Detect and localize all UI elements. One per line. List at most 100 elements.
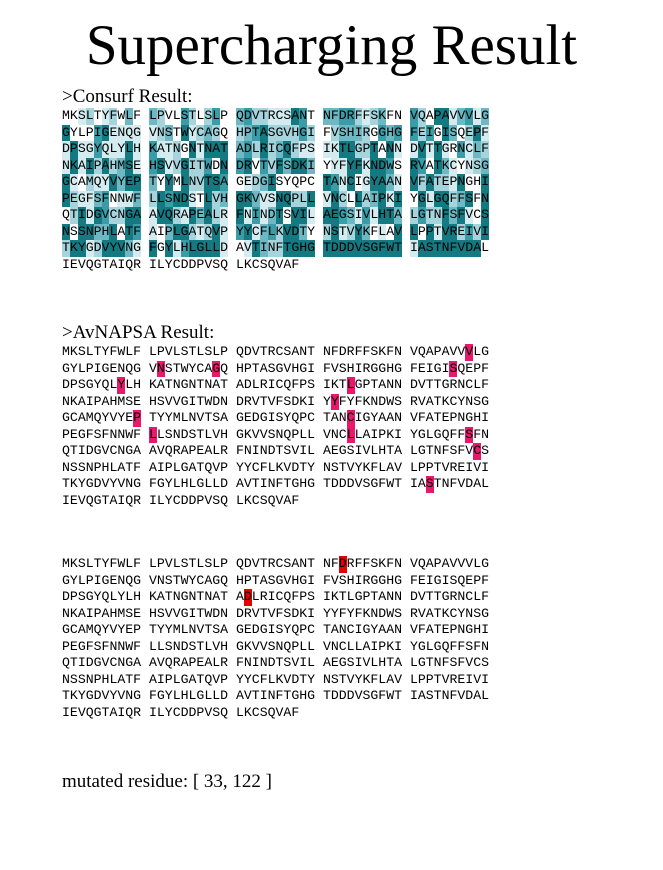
residue: A <box>148 655 157 670</box>
residue: G <box>378 360 387 376</box>
residue: N <box>220 157 229 174</box>
residue: T <box>322 174 331 191</box>
sequence-line: TKYGDVYVNG FGYLHLGLLD AVTINFTGHG TDDDVSG… <box>62 240 489 257</box>
residue: E <box>133 605 142 621</box>
residue: I <box>188 157 197 174</box>
residue: S <box>267 426 276 442</box>
residue: V <box>457 476 466 491</box>
residue: N <box>330 638 339 654</box>
residue: L <box>204 426 213 442</box>
residue: L <box>346 377 355 394</box>
residue: V <box>251 426 260 442</box>
residue: A <box>378 622 387 637</box>
residue: G <box>481 108 490 125</box>
residue: I <box>481 174 490 191</box>
residue: I <box>354 655 363 670</box>
residue: L <box>77 572 86 588</box>
residue: A <box>212 589 221 604</box>
sequence-line: NKAIPAHMSE HSVVGITWDN DRVTVFSDKI YYFYFKN… <box>62 393 489 410</box>
residue: S <box>69 223 78 239</box>
sequence-line: TKYGDVYVNG FGYLHLGLLD AVTINFTGHG TDDDVSG… <box>62 476 489 493</box>
residue: T <box>259 605 268 621</box>
residue: A <box>259 360 268 376</box>
residue: S <box>283 556 292 571</box>
residue: V <box>148 124 157 141</box>
residue: A <box>101 605 110 621</box>
residue: R <box>409 393 418 409</box>
residue: V <box>148 572 157 588</box>
residue: V <box>417 589 426 604</box>
residue: P <box>299 622 308 637</box>
residue: H <box>291 360 300 376</box>
residue: A <box>291 556 300 571</box>
residue: K <box>441 605 450 621</box>
residue: S <box>93 638 102 654</box>
residue: V <box>117 476 126 491</box>
residue: H <box>220 638 229 654</box>
residue: V <box>283 124 292 141</box>
residue: V <box>267 157 276 174</box>
residue: I <box>62 256 70 272</box>
residue: V <box>394 223 403 240</box>
residue: C <box>449 393 458 409</box>
residue: V <box>259 190 268 207</box>
residue: S <box>259 704 268 720</box>
residue: N <box>117 572 126 588</box>
residue: T <box>101 704 110 720</box>
residue: N <box>62 157 70 174</box>
residue: S <box>164 190 173 207</box>
residue: I <box>307 124 316 141</box>
residue: I <box>148 492 157 508</box>
residue: N <box>117 207 126 224</box>
residue: Q <box>283 141 292 158</box>
residue: K <box>299 605 308 621</box>
residue: R <box>220 207 229 224</box>
residue: F <box>85 638 94 654</box>
residue: T <box>425 141 434 158</box>
residue: N <box>62 393 70 409</box>
residue: F <box>457 190 466 207</box>
residue: V <box>212 426 221 442</box>
sequence-line: MKSLTYFWLF LPVLSTLSLP QDVTRCSANT NFDRFFS… <box>62 344 489 361</box>
residue: F <box>473 638 482 654</box>
residue: W <box>117 344 126 359</box>
residue: E <box>125 622 134 637</box>
residue: P <box>291 426 300 442</box>
residue: C <box>346 174 355 191</box>
residue: G <box>433 572 442 588</box>
residue: Y <box>156 174 165 189</box>
residue: H <box>235 124 244 141</box>
residue: R <box>267 108 276 125</box>
residue: E <box>465 360 474 376</box>
residue: T <box>196 671 205 687</box>
residue: S <box>449 655 458 670</box>
residue: L <box>307 638 316 654</box>
residue: A <box>156 377 165 392</box>
residue: Y <box>307 459 316 475</box>
residue: L <box>473 141 482 158</box>
residue: G <box>133 476 142 491</box>
residue: A <box>235 476 244 491</box>
residue: N <box>457 410 466 425</box>
residue: F <box>481 589 490 604</box>
residue: I <box>251 655 260 670</box>
residue: D <box>188 492 197 508</box>
residue: D <box>85 207 94 224</box>
residue: F <box>386 344 395 359</box>
residue: T <box>93 344 102 359</box>
residue: Y <box>188 360 197 376</box>
residue: N <box>441 476 450 491</box>
residue: W <box>117 108 126 123</box>
residue: D <box>243 589 252 606</box>
residue: L <box>204 688 213 703</box>
residue: K <box>69 344 78 359</box>
residue: A <box>220 174 229 191</box>
residue: A <box>259 124 268 141</box>
residue: G <box>62 360 70 376</box>
residue: W <box>386 393 395 409</box>
residue: Y <box>457 393 466 409</box>
residue: V <box>164 605 173 621</box>
residue: L <box>473 556 482 571</box>
residue: Y <box>164 174 173 191</box>
residue: T <box>220 377 229 392</box>
